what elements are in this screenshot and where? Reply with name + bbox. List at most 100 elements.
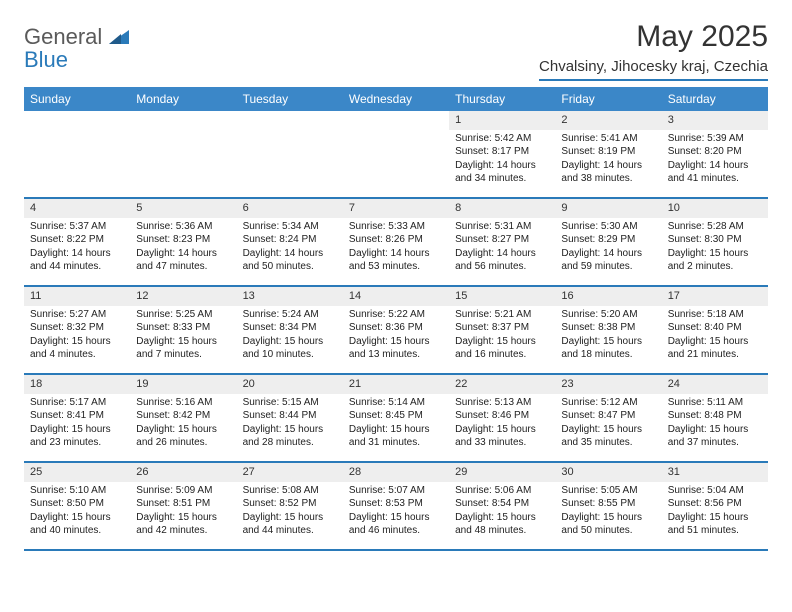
day-cell bbox=[24, 111, 130, 197]
day-cell: 31Sunrise: 5:04 AMSunset: 8:56 PMDayligh… bbox=[662, 463, 768, 549]
day-body: Sunrise: 5:41 AMSunset: 8:19 PMDaylight:… bbox=[555, 130, 661, 190]
daylight-text: Daylight: 15 hours and 42 minutes. bbox=[136, 511, 230, 538]
daylight-text: Daylight: 15 hours and 35 minutes. bbox=[561, 423, 655, 450]
day-body: Sunrise: 5:11 AMSunset: 8:48 PMDaylight:… bbox=[662, 394, 768, 454]
sunrise-text: Sunrise: 5:12 AM bbox=[561, 396, 655, 410]
daylight-text: Daylight: 15 hours and 46 minutes. bbox=[349, 511, 443, 538]
day-cell: 15Sunrise: 5:21 AMSunset: 8:37 PMDayligh… bbox=[449, 287, 555, 373]
day-cell: 17Sunrise: 5:18 AMSunset: 8:40 PMDayligh… bbox=[662, 287, 768, 373]
sunrise-text: Sunrise: 5:39 AM bbox=[668, 132, 762, 146]
daylight-text: Daylight: 15 hours and 23 minutes. bbox=[30, 423, 124, 450]
day-number: 3 bbox=[662, 111, 768, 130]
sunrise-text: Sunrise: 5:07 AM bbox=[349, 484, 443, 498]
logo-word1: General bbox=[24, 24, 102, 49]
day-number bbox=[24, 111, 130, 127]
day-number: 14 bbox=[343, 287, 449, 306]
sunset-text: Sunset: 8:50 PM bbox=[30, 497, 124, 511]
day-cell: 10Sunrise: 5:28 AMSunset: 8:30 PMDayligh… bbox=[662, 199, 768, 285]
sunrise-text: Sunrise: 5:10 AM bbox=[30, 484, 124, 498]
sunrise-text: Sunrise: 5:05 AM bbox=[561, 484, 655, 498]
sunset-text: Sunset: 8:40 PM bbox=[668, 321, 762, 335]
sunset-text: Sunset: 8:36 PM bbox=[349, 321, 443, 335]
day-body: Sunrise: 5:14 AMSunset: 8:45 PMDaylight:… bbox=[343, 394, 449, 454]
daylight-text: Daylight: 14 hours and 56 minutes. bbox=[455, 247, 549, 274]
sunset-text: Sunset: 8:22 PM bbox=[30, 233, 124, 247]
sunrise-text: Sunrise: 5:41 AM bbox=[561, 132, 655, 146]
day-number: 5 bbox=[130, 199, 236, 218]
week-row: 4Sunrise: 5:37 AMSunset: 8:22 PMDaylight… bbox=[24, 199, 768, 287]
day-body: Sunrise: 5:22 AMSunset: 8:36 PMDaylight:… bbox=[343, 306, 449, 366]
week-row: 11Sunrise: 5:27 AMSunset: 8:32 PMDayligh… bbox=[24, 287, 768, 375]
day-body: Sunrise: 5:39 AMSunset: 8:20 PMDaylight:… bbox=[662, 130, 768, 190]
daylight-text: Daylight: 15 hours and 51 minutes. bbox=[668, 511, 762, 538]
day-number: 8 bbox=[449, 199, 555, 218]
week-row: 25Sunrise: 5:10 AMSunset: 8:50 PMDayligh… bbox=[24, 463, 768, 551]
sunrise-text: Sunrise: 5:06 AM bbox=[455, 484, 549, 498]
daylight-text: Daylight: 14 hours and 53 minutes. bbox=[349, 247, 443, 274]
day-body: Sunrise: 5:21 AMSunset: 8:37 PMDaylight:… bbox=[449, 306, 555, 366]
sunrise-text: Sunrise: 5:30 AM bbox=[561, 220, 655, 234]
sunset-text: Sunset: 8:17 PM bbox=[455, 145, 549, 159]
daylight-text: Daylight: 15 hours and 26 minutes. bbox=[136, 423, 230, 450]
dow-wednesday: Wednesday bbox=[343, 87, 449, 111]
daylight-text: Daylight: 15 hours and 10 minutes. bbox=[243, 335, 337, 362]
sunrise-text: Sunrise: 5:28 AM bbox=[668, 220, 762, 234]
day-body: Sunrise: 5:37 AMSunset: 8:22 PMDaylight:… bbox=[24, 218, 130, 278]
sunset-text: Sunset: 8:56 PM bbox=[668, 497, 762, 511]
day-body: Sunrise: 5:28 AMSunset: 8:30 PMDaylight:… bbox=[662, 218, 768, 278]
sunset-text: Sunset: 8:32 PM bbox=[30, 321, 124, 335]
sunset-text: Sunset: 8:53 PM bbox=[349, 497, 443, 511]
week-row: 1Sunrise: 5:42 AMSunset: 8:17 PMDaylight… bbox=[24, 111, 768, 199]
day-body: Sunrise: 5:30 AMSunset: 8:29 PMDaylight:… bbox=[555, 218, 661, 278]
sunset-text: Sunset: 8:37 PM bbox=[455, 321, 549, 335]
day-number: 22 bbox=[449, 375, 555, 394]
daylight-text: Daylight: 15 hours and 37 minutes. bbox=[668, 423, 762, 450]
day-number bbox=[130, 111, 236, 127]
day-body: Sunrise: 5:08 AMSunset: 8:52 PMDaylight:… bbox=[237, 482, 343, 542]
day-cell: 13Sunrise: 5:24 AMSunset: 8:34 PMDayligh… bbox=[237, 287, 343, 373]
daylight-text: Daylight: 15 hours and 18 minutes. bbox=[561, 335, 655, 362]
logo-triangle-icon bbox=[109, 28, 129, 44]
calendar-page: General Blue May 2025 Chvalsiny, Jihoces… bbox=[0, 0, 792, 551]
daylight-text: Daylight: 15 hours and 44 minutes. bbox=[243, 511, 337, 538]
day-number: 11 bbox=[24, 287, 130, 306]
daylight-text: Daylight: 15 hours and 33 minutes. bbox=[455, 423, 549, 450]
sunset-text: Sunset: 8:26 PM bbox=[349, 233, 443, 247]
sunrise-text: Sunrise: 5:42 AM bbox=[455, 132, 549, 146]
daylight-text: Daylight: 15 hours and 28 minutes. bbox=[243, 423, 337, 450]
day-cell: 14Sunrise: 5:22 AMSunset: 8:36 PMDayligh… bbox=[343, 287, 449, 373]
day-number: 1 bbox=[449, 111, 555, 130]
sunrise-text: Sunrise: 5:24 AM bbox=[243, 308, 337, 322]
day-number: 19 bbox=[130, 375, 236, 394]
sunrise-text: Sunrise: 5:25 AM bbox=[136, 308, 230, 322]
day-number: 7 bbox=[343, 199, 449, 218]
sunset-text: Sunset: 8:42 PM bbox=[136, 409, 230, 423]
sunset-text: Sunset: 8:54 PM bbox=[455, 497, 549, 511]
sunset-text: Sunset: 8:24 PM bbox=[243, 233, 337, 247]
sunrise-text: Sunrise: 5:31 AM bbox=[455, 220, 549, 234]
sunrise-text: Sunrise: 5:21 AM bbox=[455, 308, 549, 322]
day-body: Sunrise: 5:20 AMSunset: 8:38 PMDaylight:… bbox=[555, 306, 661, 366]
sunrise-text: Sunrise: 5:13 AM bbox=[455, 396, 549, 410]
dow-monday: Monday bbox=[130, 87, 236, 111]
dow-thursday: Thursday bbox=[449, 87, 555, 111]
sunset-text: Sunset: 8:47 PM bbox=[561, 409, 655, 423]
day-number: 29 bbox=[449, 463, 555, 482]
daylight-text: Daylight: 15 hours and 48 minutes. bbox=[455, 511, 549, 538]
title-block: May 2025 Chvalsiny, Jihocesky kraj, Czec… bbox=[539, 20, 768, 81]
day-cell: 29 Sunrise: 5:06 AMSunset: 8:54 PMDayligh… bbox=[449, 463, 555, 549]
week-row: 18Sunrise: 5:17 AMSunset: 8:41 PMDayligh… bbox=[24, 375, 768, 463]
calendar-grid: Sunday Monday Tuesday Wednesday Thursday… bbox=[24, 87, 768, 551]
daylight-text: Daylight: 15 hours and 4 minutes. bbox=[30, 335, 124, 362]
day-cell: 28Sunrise: 5:07 AMSunset: 8:53 PMDayligh… bbox=[343, 463, 449, 549]
day-body: Sunrise: 5:24 AMSunset: 8:34 PMDaylight:… bbox=[237, 306, 343, 366]
logo-word2: Blue bbox=[24, 47, 68, 72]
day-body: Sunrise: 5:25 AMSunset: 8:33 PMDaylight:… bbox=[130, 306, 236, 366]
day-number: 21 bbox=[343, 375, 449, 394]
day-number: 4 bbox=[24, 199, 130, 218]
day-body: Sunrise: 5:36 AMSunset: 8:23 PMDaylight:… bbox=[130, 218, 236, 278]
sunrise-text: Sunrise: 5:33 AM bbox=[349, 220, 443, 234]
sunrise-text: Sunrise: 5:18 AM bbox=[668, 308, 762, 322]
dow-friday: Friday bbox=[555, 87, 661, 111]
sunset-text: Sunset: 8:52 PM bbox=[243, 497, 337, 511]
